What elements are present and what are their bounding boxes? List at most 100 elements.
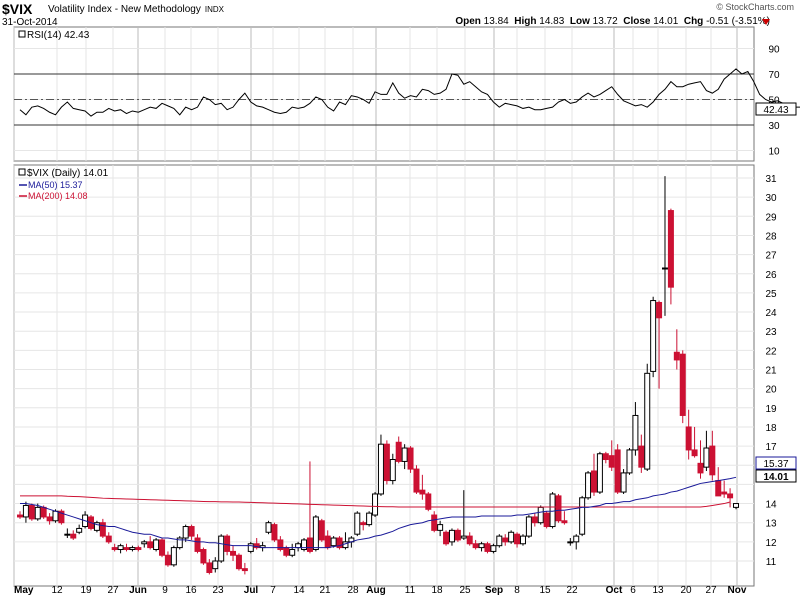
ma200-line [20, 495, 731, 508]
candle-body [129, 547, 136, 551]
security-name-text: Volatility Index - New Methodology [48, 4, 201, 15]
ohlc-summary: Open 13.84 High 14.83 Low 13.72 Close 14… [455, 16, 770, 27]
candle-body [460, 535, 467, 539]
candle-body [70, 533, 77, 539]
price-y-tick: 28 [765, 231, 777, 242]
candle-body [585, 472, 592, 499]
candle-body [318, 520, 325, 541]
rsi-y-tick: 90 [768, 45, 780, 56]
candle-body [650, 300, 657, 372]
rsi-legend-swatch [18, 30, 26, 38]
open-value: 13.84 [483, 16, 509, 27]
price-y-tick: 30 [765, 193, 777, 204]
candle-body [667, 210, 674, 288]
candle-body [99, 522, 106, 537]
candle-body [383, 443, 390, 482]
candle-body [733, 503, 739, 508]
candle-body [271, 524, 278, 541]
candle-body [543, 512, 550, 528]
candle-body [709, 445, 716, 476]
price-y-tick: 26 [765, 270, 777, 281]
candle-body [608, 455, 615, 468]
watermark: © StockCharts.com [716, 2, 794, 12]
rsi-current-label: 42.43 [763, 105, 788, 116]
price-y-tick: 24 [765, 308, 777, 319]
candle-body [525, 516, 532, 537]
candle-body [40, 506, 47, 518]
candle-body [590, 470, 597, 493]
x-tick-label: 22 [566, 585, 578, 596]
price-y-tick: 22 [765, 346, 777, 357]
chg-label: Chg [683, 16, 704, 27]
candle-body [64, 533, 71, 536]
candle-body [685, 426, 692, 451]
x-tick-label: 21 [319, 585, 331, 596]
x-tick-label: 27 [705, 585, 717, 596]
ma50-legend-label: MA(50) 15.37 [28, 180, 83, 190]
candle-body [111, 547, 118, 551]
candle-body [454, 529, 461, 541]
candle-body [632, 414, 639, 451]
candle-body [377, 443, 384, 495]
candle-body [673, 351, 680, 361]
x-tick-label: Sep [485, 585, 503, 596]
price-y-tick: 21 [765, 366, 777, 377]
candle-body [703, 447, 710, 468]
candle-body [638, 445, 645, 468]
candle-body [448, 529, 455, 543]
price-y-tick: 18 [765, 423, 777, 434]
candle-body [514, 533, 521, 545]
x-tick-label: 28 [347, 585, 359, 596]
candle-body [117, 545, 124, 551]
candle-body [253, 543, 260, 549]
x-tick-label: 19 [80, 585, 92, 596]
candle-body [200, 549, 207, 564]
candle-body [484, 543, 491, 552]
x-tick-label: 23 [212, 585, 224, 596]
x-tick-label: 7 [270, 585, 276, 596]
x-tick-label: 15 [539, 585, 551, 596]
chart-date: 31-Oct-2014 [2, 17, 58, 28]
close-label: Close [623, 16, 651, 27]
candle-body [52, 510, 59, 522]
x-tick-label: Jun [129, 585, 147, 596]
candle-body [295, 543, 302, 549]
candle-body [561, 520, 568, 524]
candle-body [241, 568, 248, 572]
x-tick-label: 11 [405, 585, 416, 596]
candle-body [437, 524, 444, 531]
candle-body [159, 539, 166, 556]
rsi-current-box [755, 102, 797, 116]
candle-body [727, 493, 734, 499]
candle-body [123, 547, 130, 551]
price-title: $VIX (Daily) 14.01 [27, 168, 109, 179]
high-label: High [514, 16, 537, 27]
security-name: Volatility Index - New Methodology INDX [48, 4, 224, 15]
candle-body [602, 453, 609, 461]
x-tick-label: 27 [107, 585, 119, 596]
x-tick-label: Aug [366, 585, 385, 596]
candle-body [141, 541, 148, 545]
candle-body [224, 535, 231, 552]
candle-body [17, 514, 23, 518]
price-y-tick: 19 [765, 404, 777, 415]
close-value: 14.01 [653, 16, 679, 27]
candle-body [182, 526, 189, 539]
rsi-line [19, 68, 800, 117]
x-tick-label: 25 [459, 585, 471, 596]
price-y-tick: 14 [765, 500, 777, 511]
candle-body [537, 506, 544, 524]
x-tick-label: 6 [630, 585, 636, 596]
candle-body [478, 543, 485, 549]
candle-body [656, 301, 663, 319]
candle-body [549, 493, 556, 528]
x-tick-label: 16 [185, 585, 197, 596]
price-y-tick: 23 [765, 327, 777, 338]
candle-body [372, 493, 379, 516]
candle-body [164, 554, 171, 566]
candle-body [490, 545, 497, 552]
candle-body [235, 554, 242, 570]
candle-body [413, 468, 420, 493]
price-legend-swatch [18, 168, 26, 176]
